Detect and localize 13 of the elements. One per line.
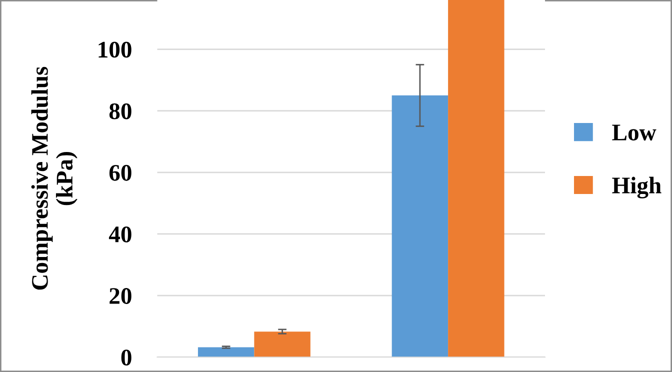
bar [254,332,310,358]
y-tick-label: 20 [110,288,132,304]
bar [448,0,504,358]
y-axis-title: Compressive Modulus (kPa) [31,66,78,290]
bar [392,95,448,358]
y-tick-label: 100 [98,42,132,58]
y-tick-label: 40 [108,226,132,242]
bar [198,347,254,358]
legend-label: High [612,176,662,198]
legend-label: Low [612,124,656,140]
y-tick-label: 60 [109,164,132,181]
y-tick-label: 0 [121,350,132,366]
y-tick-label: 80 [109,103,132,120]
